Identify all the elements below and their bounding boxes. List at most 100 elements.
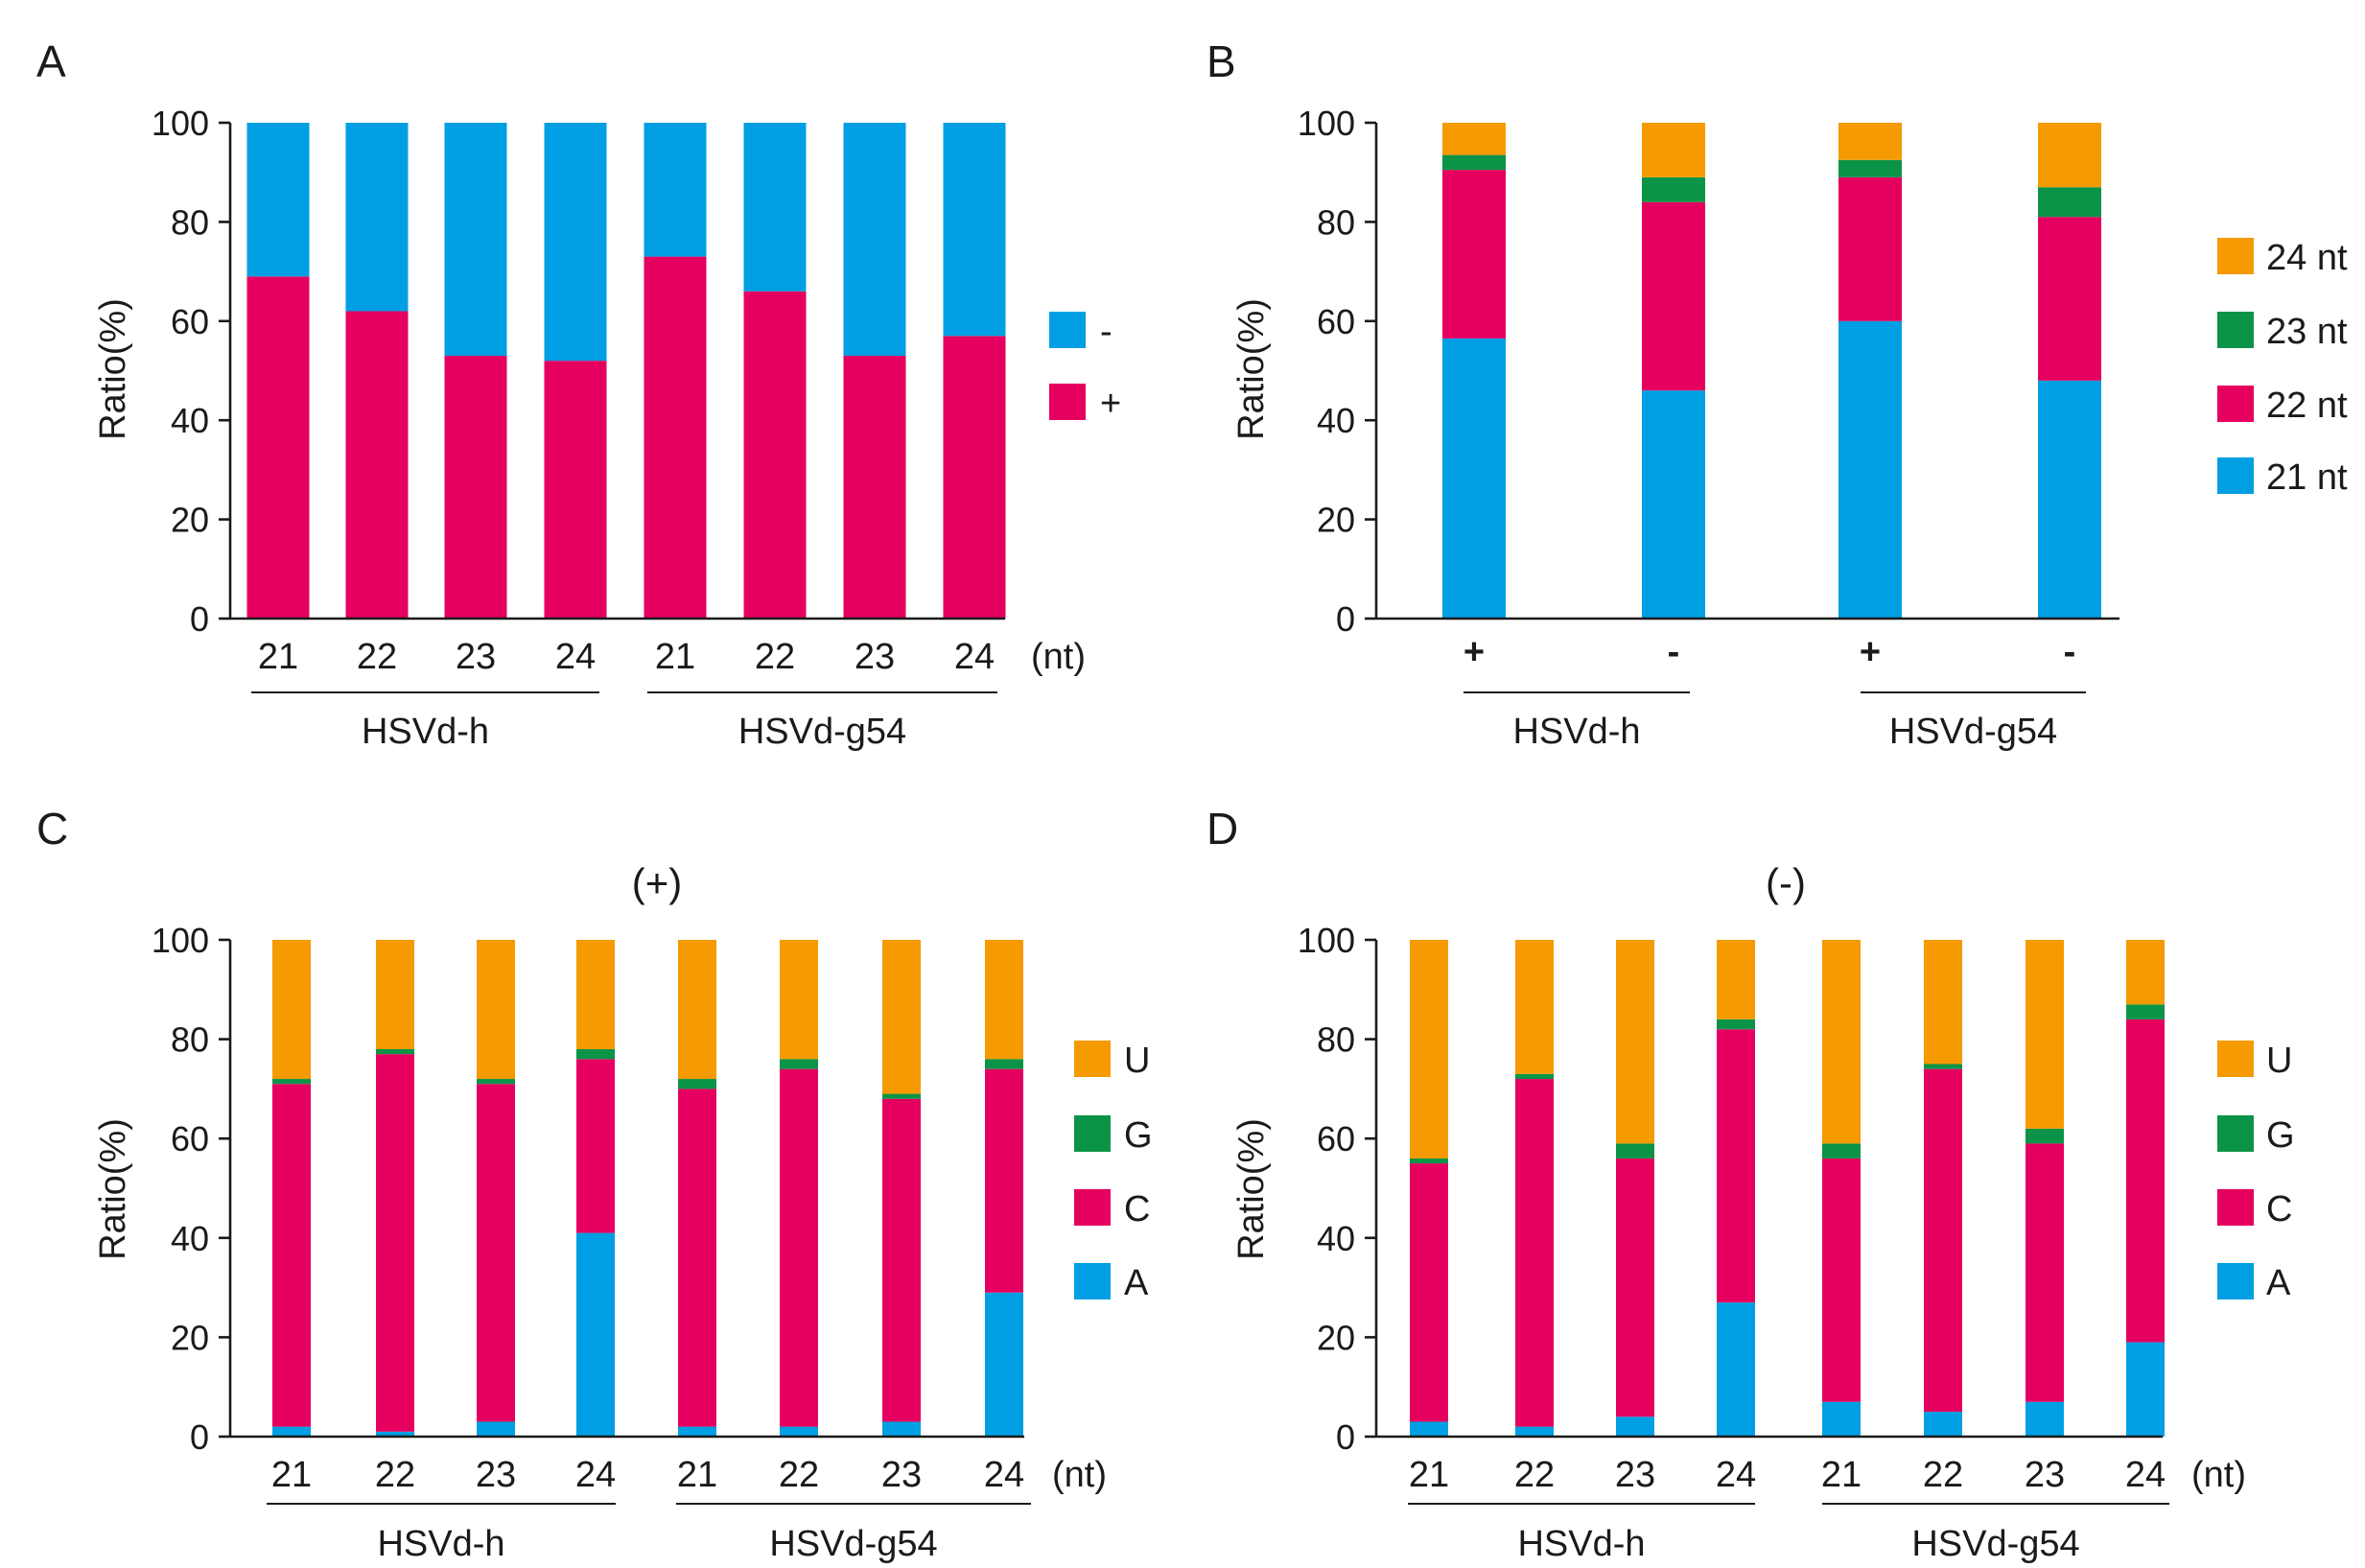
y-tick-label: 80 [171, 1020, 209, 1060]
bar-segment [985, 1068, 1023, 1293]
bar-segment [272, 1079, 311, 1085]
y-tick-label: 100 [1298, 921, 1355, 960]
bar-segment [780, 940, 818, 1060]
bar-segment [576, 940, 615, 1049]
bar-segment [678, 940, 716, 1080]
x-tick-label: 24 [555, 637, 596, 677]
y-tick-label: 40 [171, 401, 209, 440]
x-tick-label: 24 [1716, 1455, 1756, 1495]
bar-segment [1838, 320, 1902, 619]
bar-segment [246, 123, 310, 277]
legend-label: G [1124, 1115, 1153, 1156]
legend-swatch [2217, 386, 2254, 422]
group-label: HSVd-g54 [1911, 1524, 2079, 1564]
x-tick-label: 23 [881, 1455, 922, 1495]
bar-segment [743, 291, 807, 619]
x-tick-label: 21 [258, 637, 298, 677]
x-tick-label: 21 [1409, 1455, 1449, 1495]
y-tick-label: 40 [1317, 401, 1355, 440]
bar-segment [882, 1093, 921, 1099]
bar-segment [2126, 1342, 2165, 1437]
bar-segment [1616, 1143, 1654, 1158]
bar-segment [780, 1059, 818, 1069]
x-tick-label: - [1668, 632, 1680, 672]
y-tick-label: 20 [1317, 501, 1355, 540]
y-tick-label: 80 [1317, 1020, 1355, 1060]
y-tick-label: 0 [190, 1417, 209, 1457]
group-label: HSVd-h [1517, 1524, 1645, 1564]
bar-segment [1717, 1029, 1755, 1303]
bar-segment [2126, 1018, 2165, 1343]
legend-label: A [2266, 1263, 2291, 1303]
bar-segment [943, 336, 1006, 619]
legend-swatch [1074, 1041, 1111, 1077]
bar-segment [1642, 390, 1705, 619]
legend-label: - [1100, 312, 1112, 352]
x-tick-label: 21 [677, 1455, 717, 1495]
y-tick-label: 60 [171, 1119, 209, 1158]
legend-label: U [2266, 1041, 2292, 1081]
bar-segment [2025, 1128, 2064, 1144]
y-tick-label: 60 [1317, 302, 1355, 341]
bar-segment [2038, 187, 2101, 218]
bar-segment [1515, 1073, 1554, 1080]
x-tick-label: - [2064, 632, 2076, 672]
legend-swatch [2217, 1263, 2254, 1299]
bar-segment [544, 123, 607, 362]
x-tick-label: 24 [984, 1455, 1024, 1495]
bar-segment [678, 1079, 716, 1089]
bar-segment [882, 1098, 921, 1422]
x-tick-label: 23 [2025, 1455, 2065, 1495]
bar-segment [843, 123, 906, 356]
bar-segment [1838, 159, 1902, 177]
legend-swatch [2217, 1189, 2254, 1226]
x-tick-label: 22 [357, 637, 397, 677]
y-axis-label: Ratio(%) [1231, 1118, 1272, 1260]
bar-segment [376, 1054, 414, 1432]
x-tick-label: 22 [1923, 1455, 1963, 1495]
bar-segment [1515, 1079, 1554, 1427]
x-unit-label: (nt) [1052, 1455, 1107, 1495]
x-tick-label: 23 [456, 637, 496, 677]
x-tick-label: 24 [954, 637, 995, 677]
group-label: HSVd-h [377, 1524, 504, 1564]
panel-letter-c: C [36, 804, 68, 854]
legend-swatch [1074, 1189, 1111, 1226]
y-tick-label: 60 [1317, 1119, 1355, 1158]
bar-segment [444, 123, 507, 356]
bar-segment [444, 355, 507, 619]
legend-label: C [1124, 1189, 1150, 1229]
bar-segment [1442, 123, 1506, 155]
x-tick-label: + [1860, 632, 1881, 672]
bar-segment [985, 940, 1023, 1060]
y-tick-label: 20 [1317, 1318, 1355, 1357]
bar-segment [1616, 940, 1654, 1144]
bar-segment [2025, 940, 2064, 1129]
x-tick-label: 23 [476, 1455, 516, 1495]
bar-segment [2038, 123, 2101, 188]
group-label: HSVd-g54 [769, 1524, 937, 1564]
bar-segment [477, 1084, 515, 1422]
panel-letter-d: D [1206, 804, 1238, 854]
legend-swatch [2217, 312, 2254, 348]
group-label: HSVd-h [362, 712, 489, 752]
bar-segment [985, 1292, 1023, 1437]
bar-segment [544, 361, 607, 619]
bar-segment [644, 256, 707, 619]
bar-segment [1822, 1143, 1861, 1158]
x-tick-label: 21 [1821, 1455, 1862, 1495]
y-axis-label: Ratio(%) [93, 298, 133, 440]
x-unit-label: (nt) [1031, 637, 1086, 677]
bar-segment [477, 940, 515, 1080]
bar-segment [882, 1421, 921, 1437]
chart-title: (+) [632, 860, 683, 905]
legend-swatch [2217, 238, 2254, 274]
x-tick-label: 21 [271, 1455, 312, 1495]
y-tick-label: 80 [171, 202, 209, 242]
bar-segment [272, 1426, 311, 1437]
bar-segment [1838, 176, 1902, 321]
bar-segment [1717, 940, 1755, 1019]
y-tick-label: 100 [1298, 104, 1355, 143]
bar-segment [2038, 380, 2101, 619]
